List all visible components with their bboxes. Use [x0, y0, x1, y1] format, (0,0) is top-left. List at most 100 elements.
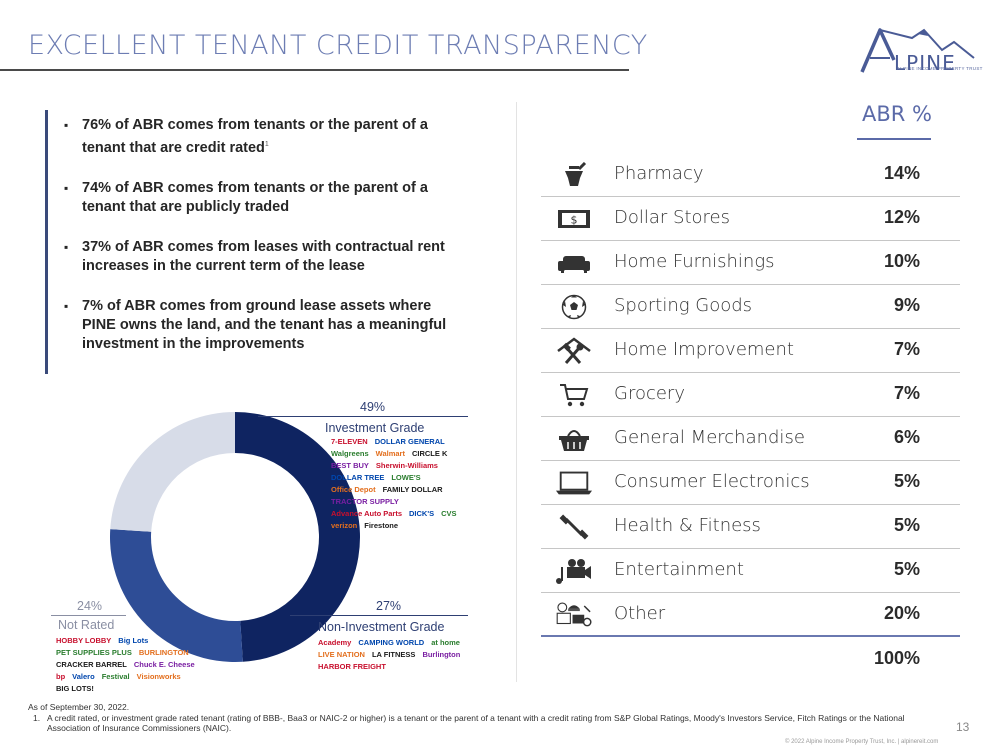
- bullet-accent-bar: [45, 110, 48, 374]
- row-value: 5%: [893, 559, 920, 579]
- tenant-logo: DOLLAR GENERAL: [374, 437, 445, 446]
- table-row: General Merchandise 6%: [541, 417, 960, 461]
- tenant-logo: CIRCLE K: [411, 449, 448, 458]
- tenant-logo: CRACKER BARREL: [56, 660, 127, 669]
- tenant-logo: Walgreens: [331, 449, 369, 458]
- tenant-logo: Walmart: [375, 449, 405, 458]
- non-investment-grade-value-label: 27%: [376, 599, 402, 613]
- tenant-logo: Sherwin-Williams: [375, 461, 438, 470]
- row-label: Pharmacy: [614, 163, 704, 184]
- table-row: Entertainment 5%: [541, 549, 960, 593]
- house-tools-icon: [555, 337, 593, 365]
- tenant-logo: LA FITNESS: [371, 650, 416, 659]
- tenant-logo: Festival: [101, 672, 130, 681]
- row-value: 10%: [883, 251, 920, 271]
- row-value: 5%: [893, 515, 920, 535]
- non-investment-grade-slice: [110, 529, 243, 662]
- table-row: Home Improvement 7%: [541, 329, 960, 373]
- tenant-logo: Chuck E. Cheese: [133, 660, 195, 669]
- tenant-logo: verizon: [331, 521, 358, 530]
- tenant-logo: CAMPING WORLD: [358, 638, 425, 647]
- table-row: $ Dollar Stores 12%: [541, 197, 960, 241]
- tenant-logo: HARBOR FREIGHT: [318, 662, 386, 671]
- table-row: Pharmacy 14%: [541, 153, 960, 197]
- investment-grade-slice: [235, 412, 360, 662]
- tenant-logo: Big Lots: [118, 636, 149, 645]
- tenant-logo: Academy: [318, 638, 352, 647]
- row-value: 7%: [893, 383, 920, 403]
- svg-text:$: $: [571, 214, 578, 227]
- music-camera-icon: [555, 557, 593, 585]
- bullet-list: 76% of ABR comes from tenants or the par…: [64, 116, 464, 375]
- sofa-icon: [555, 249, 593, 277]
- page-number: 13: [956, 720, 970, 734]
- footnote-1: 1. A credit rated, or investment grade r…: [28, 713, 948, 734]
- row-label: Sporting Goods: [614, 295, 753, 316]
- tenant-logo: Visionworks: [136, 672, 181, 681]
- laptop-icon: [555, 469, 593, 497]
- row-value: 7%: [893, 339, 920, 359]
- not-rated-tenant-logos: HOBBY LOBBY Big Lots PET SUPPLIES PLUS BURL…: [54, 636, 200, 693]
- dumbbell-icon: [555, 513, 593, 541]
- abr-header-underline: [857, 138, 931, 140]
- tenant-logo: 7-ELEVEN: [331, 437, 368, 446]
- tenant-logo: HOBBY LOBBY: [56, 636, 112, 645]
- soccer-ball-icon: [555, 293, 593, 321]
- mortar-pestle-icon: [555, 161, 593, 189]
- table-row: Sporting Goods 9%: [541, 285, 960, 329]
- row-value: 12%: [883, 207, 920, 227]
- tenant-logo: FAMILY DOLLAR: [382, 485, 443, 494]
- row-value: 6%: [893, 427, 920, 447]
- abr-header: ABR %: [862, 102, 932, 126]
- row-label: Dollar Stores: [614, 207, 730, 228]
- table-row: Health & Fitness 5%: [541, 505, 960, 549]
- tenant-logo: at home: [431, 638, 460, 647]
- tenant-logo: TRACTOR SUPPLY: [331, 497, 399, 506]
- table-row: Grocery 7%: [541, 373, 960, 417]
- row-value: 14%: [883, 163, 920, 183]
- abr-table: Pharmacy 14% $ Dollar Stores 12% Home Fu…: [541, 153, 960, 637]
- tenant-logo: Firestone: [364, 521, 399, 530]
- not-rated-value-label: 24%: [77, 599, 103, 613]
- footnote-marker: 1: [264, 141, 269, 148]
- tenant-logo: BEST BUY: [331, 461, 369, 470]
- tenant-logo: PET SUPPLIES PLUS: [56, 648, 132, 657]
- bullet-item: 37% of ABR comes from leases with contra…: [64, 238, 464, 276]
- copyright-line: © 2022 Alpine Income Property Trust, Inc…: [785, 739, 939, 745]
- shopping-cart-icon: [555, 381, 593, 409]
- investment-grade-leader-line: [258, 416, 468, 417]
- row-label: Health & Fitness: [614, 515, 761, 536]
- bullet-item: 7% of ABR comes from ground lease assets…: [64, 297, 464, 354]
- dollar-bill-icon: $: [555, 205, 593, 233]
- table-row: Consumer Electronics 5%: [541, 461, 960, 505]
- row-label: Home Improvement: [614, 339, 794, 360]
- row-label: General Merchandise: [614, 427, 805, 448]
- not-rated-slice: [110, 412, 235, 532]
- row-label: Home Furnishings: [614, 251, 775, 272]
- credit-rating-donut-chart: [110, 412, 360, 662]
- table-row: Other 20%: [541, 593, 960, 637]
- tenant-logo: DOLLAR TREE: [331, 473, 385, 482]
- row-value: 9%: [893, 295, 920, 315]
- row-label: Entertainment: [614, 559, 744, 580]
- row-value: 5%: [893, 471, 920, 491]
- row-label: Other: [614, 603, 666, 624]
- tenant-logo: Valero: [72, 672, 95, 681]
- tenant-logo: CVS: [441, 509, 457, 518]
- tenant-logo: BURLINGTON: [138, 648, 189, 657]
- investment-grade-legend: Investment Grade: [325, 421, 425, 435]
- tenant-logo: LIVE NATION: [318, 650, 365, 659]
- not-rated-legend: Not Rated: [58, 618, 115, 632]
- tenant-logo: DICK'S: [409, 509, 435, 518]
- footnote-number: 1.: [33, 712, 41, 723]
- misc-items-icon: [555, 595, 593, 633]
- bullet-item: 74% of ABR comes from tenants or the par…: [64, 179, 464, 217]
- table-row: Home Furnishings 10%: [541, 241, 960, 285]
- alpine-logo: LPINE: [860, 28, 975, 75]
- tenant-logo: Advance Auto Parts: [331, 509, 402, 518]
- non-investment-grade-legend: Non-Investment Grade: [318, 620, 445, 634]
- as-of-date: As of September 30, 2022.: [28, 702, 130, 712]
- row-value: 20%: [883, 603, 920, 623]
- bullet-item: 76% of ABR comes from tenants or the par…: [64, 116, 464, 158]
- footnote-text: A credit rated, or investment grade rate…: [47, 712, 905, 734]
